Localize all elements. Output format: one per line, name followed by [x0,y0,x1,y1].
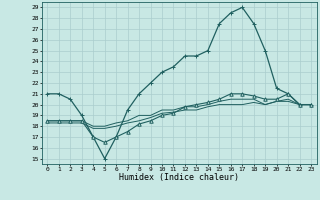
X-axis label: Humidex (Indice chaleur): Humidex (Indice chaleur) [119,173,239,182]
